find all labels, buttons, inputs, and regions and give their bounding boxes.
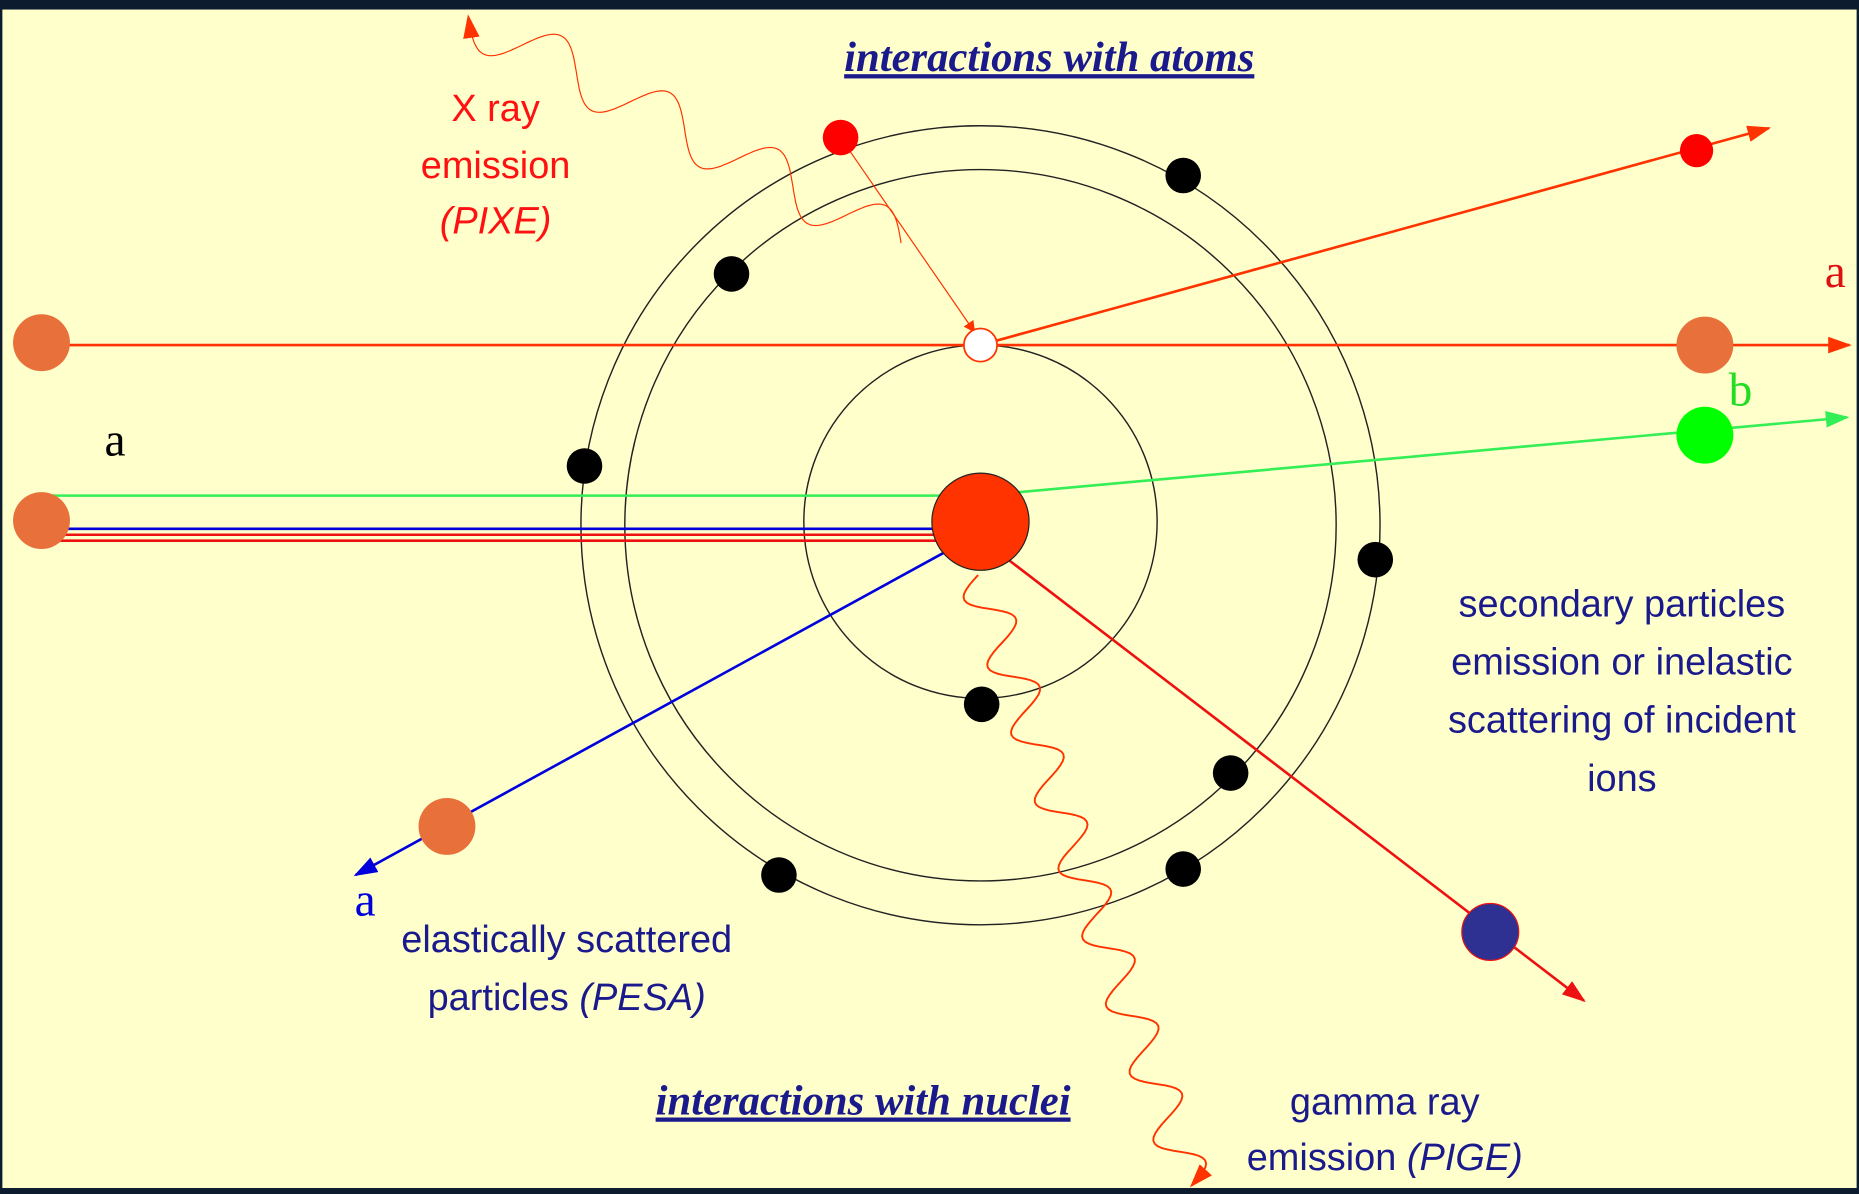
secondary-label: secondary particles emission or inelastic…: [1448, 584, 1796, 800]
particles: [13, 119, 1734, 961]
wave: [962, 574, 1212, 1188]
pixe-label: X ray emission (PIXE): [421, 88, 571, 243]
title-atoms: interactions with atoms: [844, 34, 1254, 81]
pesa-label: elastically scattered particles (PESA): [401, 919, 732, 1019]
pige-label: gamma ray emission (PIGE): [1247, 1082, 1523, 1180]
title-nuclei: interactions with nuclei: [656, 1078, 1071, 1125]
particle-label: a: [1825, 246, 1846, 298]
particle-label: b: [1729, 365, 1753, 417]
particle-label: a: [104, 414, 125, 466]
particle-label: a: [355, 874, 376, 926]
background: [2, 9, 1857, 1189]
wave: [463, 14, 902, 244]
